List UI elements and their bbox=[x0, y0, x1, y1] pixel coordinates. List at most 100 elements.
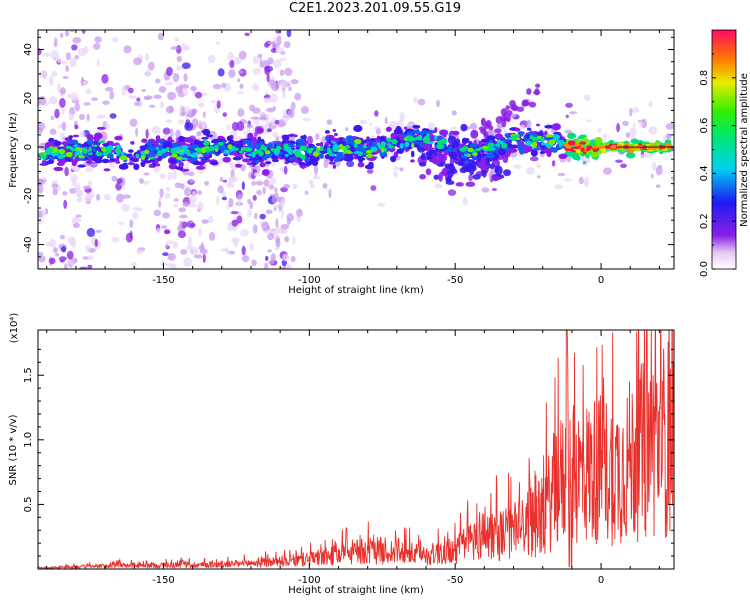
snr-x-label: Height of straight line (km) bbox=[288, 585, 424, 596]
heatmap-cell bbox=[165, 147, 170, 152]
x-tick-label: -50 bbox=[447, 275, 463, 286]
heatmap-cell bbox=[620, 163, 627, 169]
heatmap-cell bbox=[180, 42, 187, 51]
heatmap-cell bbox=[237, 90, 245, 95]
heatmap-cell bbox=[136, 248, 143, 255]
heatmap-cell bbox=[76, 197, 84, 203]
heatmap-cell bbox=[188, 203, 197, 208]
heatmap-cell bbox=[486, 135, 496, 141]
heatmap-cell bbox=[17, 262, 26, 268]
heatmap-cell bbox=[233, 56, 242, 65]
heatmap-cell bbox=[265, 209, 273, 215]
heatmap-cell bbox=[225, 247, 229, 255]
heatmap-cell bbox=[72, 37, 82, 44]
heatmap-cell bbox=[85, 167, 94, 173]
heatmap-cell bbox=[130, 140, 135, 145]
heatmap-cell bbox=[28, 221, 33, 224]
heatmap-cell bbox=[310, 146, 318, 149]
heatmap-cell bbox=[286, 148, 293, 154]
heatmap-cell bbox=[374, 126, 380, 130]
page-title: C2E1.2023.201.09.55.G19 bbox=[288, 1, 462, 16]
heatmap-cell bbox=[217, 185, 224, 194]
heatmap-cell bbox=[51, 152, 60, 156]
heatmap-cell bbox=[436, 140, 442, 144]
heatmap-cell bbox=[280, 209, 285, 220]
heatmap-cell bbox=[197, 201, 204, 211]
heatmap-cell bbox=[365, 149, 373, 154]
heatmap-cell bbox=[259, 162, 266, 168]
heatmap-cell bbox=[564, 178, 573, 182]
heatmap-cell bbox=[582, 160, 587, 165]
heatmap-cell bbox=[462, 197, 469, 206]
heatmap-cell bbox=[511, 144, 518, 149]
heatmap-cell bbox=[204, 180, 210, 186]
heatmap-cell bbox=[145, 53, 150, 62]
heatmap-cell bbox=[393, 170, 398, 178]
heatmap-cell bbox=[38, 127, 43, 134]
heatmap-cell bbox=[87, 152, 93, 156]
x-tick-label: -100 bbox=[298, 275, 321, 286]
heatmap-cell bbox=[73, 222, 80, 229]
heatmap-cell bbox=[105, 147, 112, 154]
heatmap-cell bbox=[272, 193, 276, 204]
heatmap-cell bbox=[121, 85, 127, 96]
heatmap-cell bbox=[215, 41, 220, 45]
heatmap-cell bbox=[263, 146, 268, 152]
heatmap-cell bbox=[59, 154, 67, 158]
heatmap-cell bbox=[141, 88, 146, 93]
heatmap-cell bbox=[319, 146, 324, 152]
heatmap-cell bbox=[118, 163, 129, 170]
heatmap-cell bbox=[89, 163, 98, 167]
heatmap-cell bbox=[271, 155, 278, 160]
heatmap-cell bbox=[63, 199, 68, 210]
heatmap-cell bbox=[239, 83, 244, 90]
heatmap-cell bbox=[229, 139, 234, 144]
heatmap-cell bbox=[438, 153, 448, 162]
heatmap-cell bbox=[517, 146, 525, 152]
heatmap-cell bbox=[275, 218, 279, 229]
heatmap-cell bbox=[91, 97, 98, 102]
heatmap-cell bbox=[478, 140, 483, 145]
heatmap-cell bbox=[572, 146, 581, 150]
heatmap-cell bbox=[427, 122, 436, 131]
heatmap-cell bbox=[492, 175, 501, 181]
heatmap-cell bbox=[52, 188, 58, 196]
heatmap-cell bbox=[171, 153, 178, 158]
heatmap-cell bbox=[419, 162, 427, 167]
heatmap-cell bbox=[86, 227, 96, 237]
heatmap-cell bbox=[336, 151, 344, 158]
colorbar-tick-label: 0.2 bbox=[699, 213, 710, 229]
heatmap-cell bbox=[332, 141, 336, 144]
heatmap-cell bbox=[207, 54, 216, 64]
heatmap-cell bbox=[219, 156, 224, 161]
heatmap-cell bbox=[266, 73, 270, 83]
heatmap-cell bbox=[200, 241, 204, 251]
heatmap-cell bbox=[447, 189, 457, 196]
heatmap-cell bbox=[487, 142, 495, 148]
heatmap-cell bbox=[328, 188, 332, 199]
heatmap-cell bbox=[70, 159, 79, 163]
heatmap-cell bbox=[531, 137, 539, 142]
heatmap-cell bbox=[178, 207, 186, 213]
heatmap-cell bbox=[499, 115, 507, 121]
heatmap-cell bbox=[465, 181, 476, 187]
heatmap-cell bbox=[158, 196, 162, 201]
heatmap-cell bbox=[46, 160, 51, 165]
spectrogram-frame bbox=[37, 29, 675, 270]
heatmap-cell bbox=[132, 211, 139, 220]
heatmap-cell bbox=[222, 179, 228, 183]
heatmap-cell bbox=[232, 156, 242, 161]
heatmap-cell bbox=[259, 147, 263, 151]
heatmap-cell bbox=[190, 85, 197, 92]
heatmap-cell bbox=[187, 152, 191, 157]
heatmap-cell bbox=[295, 138, 305, 144]
heatmap-cell bbox=[407, 122, 413, 127]
heatmap-cell bbox=[276, 35, 282, 46]
heatmap-cell bbox=[344, 127, 349, 132]
heatmap-cell bbox=[469, 122, 478, 130]
heatmap-cell bbox=[399, 167, 404, 172]
heatmap-cell bbox=[283, 41, 291, 49]
heatmap-cell bbox=[392, 166, 401, 171]
heatmap-cell bbox=[622, 120, 629, 127]
heatmap-cell bbox=[470, 129, 479, 139]
